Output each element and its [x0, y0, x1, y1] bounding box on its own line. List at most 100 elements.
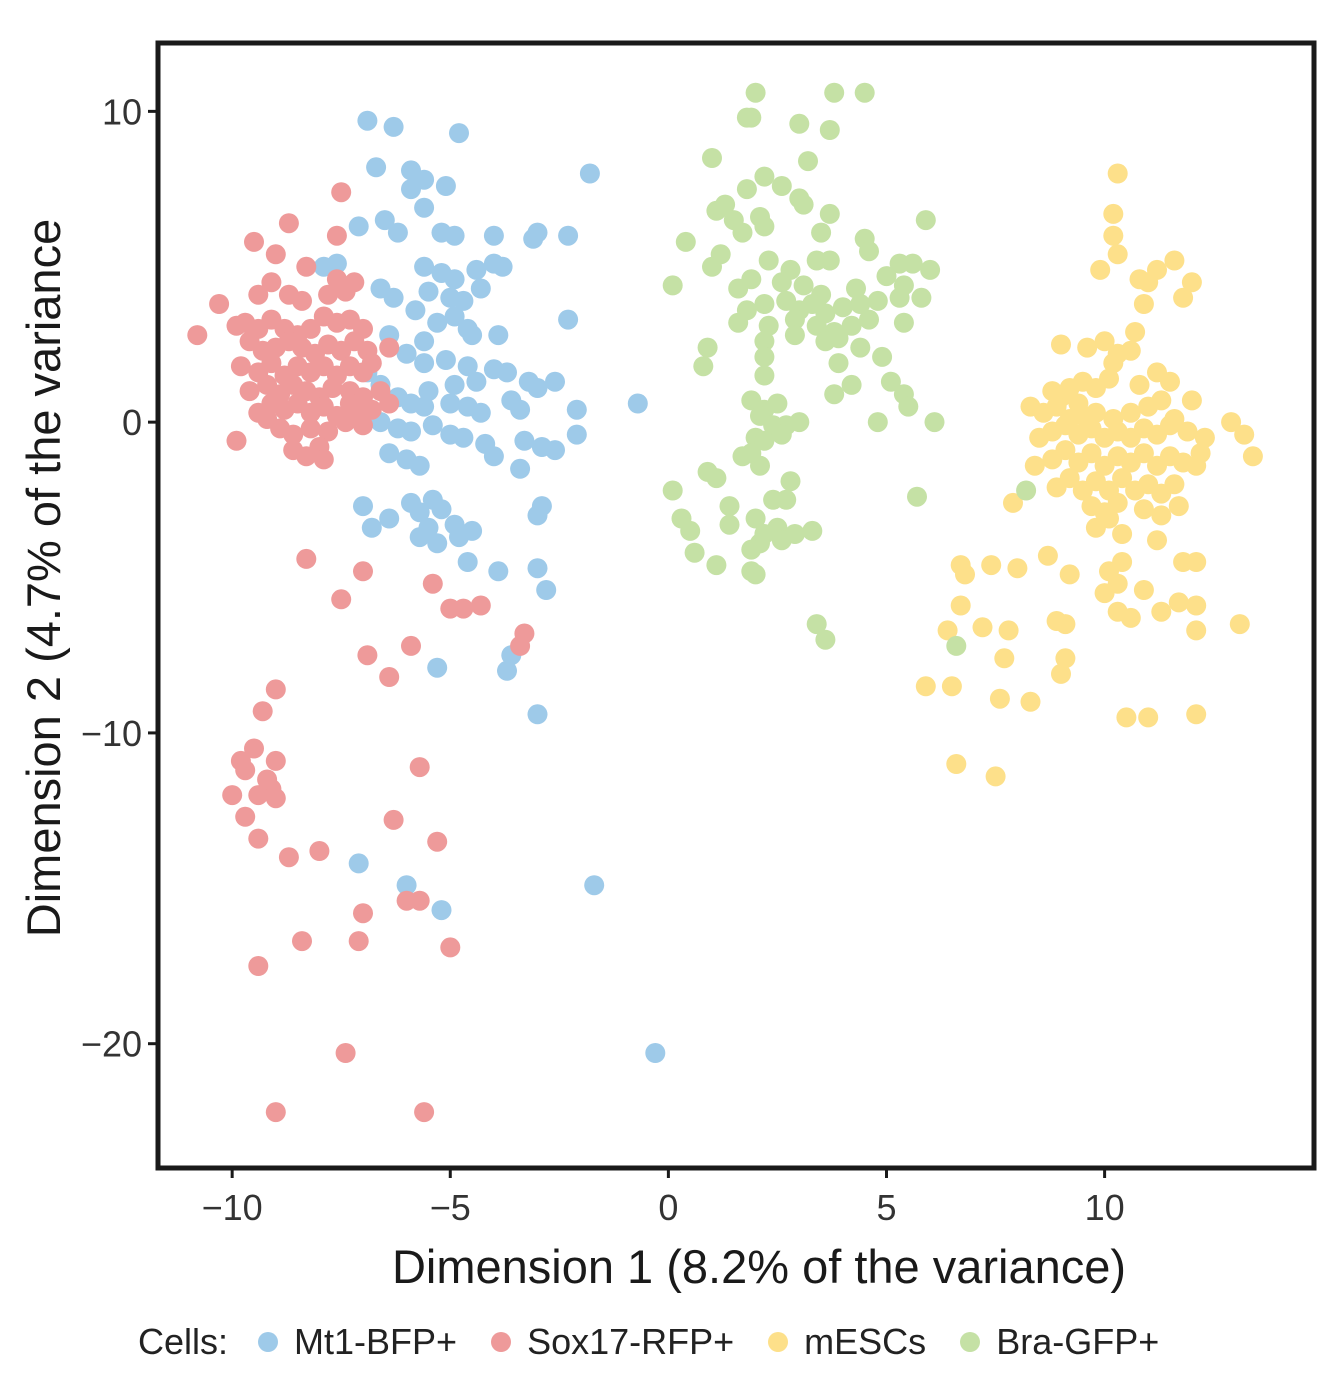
point-mescs-13: [1077, 337, 1098, 358]
point-mescs-55: [1234, 424, 1255, 445]
point-sox17-rfp-10: [292, 290, 312, 311]
point-mescs-2: [1103, 225, 1124, 246]
point-mescs-79: [1164, 474, 1185, 495]
point-mt1-bfp-43: [414, 353, 435, 374]
point-mt1-bfp-88: [431, 499, 452, 520]
point-mt1-bfp-58: [414, 396, 435, 417]
point-bra-gfp-71: [872, 346, 893, 367]
point-mt1-bfp-11: [387, 222, 408, 243]
point-mt1-bfp-44: [435, 350, 456, 370]
point-mt1-bfp-78: [409, 455, 430, 476]
point-mt1-bfp-37: [558, 309, 579, 330]
point-sox17-rfp-84: [422, 573, 443, 594]
legend-marker-mt1-bfp: [258, 1332, 279, 1352]
point-bra-gfp-78: [898, 396, 919, 417]
legend-marker-bra-gfp: [960, 1332, 981, 1352]
point-sox17-rfp-3: [244, 231, 264, 252]
point-mt1-bfp-20: [313, 256, 334, 277]
point-bra-gfp-81: [767, 393, 788, 414]
point-mescs-105: [1168, 592, 1189, 613]
point-mt1-bfp-95: [409, 527, 430, 548]
point-mescs-84: [1107, 492, 1128, 513]
point-mt1-bfp-7: [401, 179, 421, 200]
point-bra-gfp-105: [745, 508, 766, 529]
point-bra-gfp-35: [662, 275, 683, 296]
x-tick-label-4: 10: [1085, 1187, 1125, 1228]
point-bra-gfp-8: [798, 151, 818, 172]
point-bra-gfp-18: [819, 203, 840, 224]
point-sox17-rfp-104: [222, 785, 243, 806]
point-mescs-59: [1055, 440, 1076, 461]
point-sox17-rfp-115: [292, 931, 312, 952]
scatter-chart: −10 −5 0 5 10 10 0 −10 −20 Dimension 1 (8.2% of …: [17, 40, 1317, 1293]
points-layer: [187, 82, 1263, 1123]
point-mescs-54: [1221, 412, 1242, 433]
point-mescs-126: [1138, 707, 1159, 728]
point-mescs-110: [1151, 601, 1172, 622]
point-bra-gfp-2: [854, 82, 875, 103]
point-bra-gfp-103: [680, 520, 701, 541]
point-mt1-bfp-2: [449, 123, 469, 144]
point-bra-gfp-97: [662, 480, 683, 501]
point-mt1-bfp-59: [440, 393, 461, 414]
point-mescs-106: [1186, 595, 1207, 616]
point-mescs-92: [1037, 545, 1058, 566]
point-bra-gfp-62: [893, 312, 914, 333]
point-mt1-bfp-98: [488, 561, 509, 582]
point-mescs-51: [1160, 415, 1180, 436]
point-sox17-rfp-49: [239, 381, 260, 402]
point-mt1-bfp-32: [470, 278, 491, 299]
point-bra-gfp-37: [741, 269, 762, 290]
point-bra-gfp-100: [776, 489, 797, 510]
point-mt1-bfp-107: [431, 900, 452, 921]
point-sox17-rfp-48: [361, 353, 382, 374]
point-bra-gfp-120: [1016, 480, 1037, 501]
point-mt1-bfp-24: [466, 259, 487, 280]
point-bra-gfp-104: [719, 514, 740, 535]
point-mt1-bfp-54: [527, 378, 548, 398]
point-sox17-rfp-55: [322, 378, 343, 398]
point-bra-gfp-61: [859, 309, 879, 330]
point-bra-gfp-101: [907, 486, 927, 507]
point-mt1-bfp-34: [427, 312, 448, 333]
point-mescs-23: [1099, 368, 1119, 389]
legend-marker-mescs: [768, 1332, 789, 1352]
point-mescs-26: [1160, 371, 1180, 392]
point-bra-gfp-68: [850, 337, 871, 358]
point-bra-gfp-19: [915, 210, 936, 231]
point-sox17-rfp-113: [409, 890, 430, 911]
point-mescs-9: [1181, 272, 1202, 293]
point-mt1-bfp-92: [462, 520, 483, 541]
point-mescs-115: [1055, 614, 1076, 635]
point-mescs-91: [1147, 530, 1167, 551]
point-mescs-122: [1051, 663, 1071, 684]
point-mt1-bfp-45: [457, 356, 478, 377]
point-mescs-0: [1107, 163, 1128, 184]
point-sox17-rfp-119: [335, 1043, 356, 1063]
point-sox17-rfp-74: [300, 418, 321, 439]
point-sox17-rfp-103: [265, 788, 286, 809]
point-bra-gfp-5: [789, 113, 810, 134]
point-sox17-rfp-4: [265, 244, 286, 265]
point-mescs-71: [1059, 468, 1080, 489]
point-mt1-bfp-21: [414, 256, 435, 277]
y-axis-label: Dimension 2 (4.7% of the variance: [17, 219, 70, 937]
point-bra-gfp-27: [758, 250, 779, 271]
point-sox17-rfp-0: [331, 182, 352, 203]
point-mescs-4: [1090, 259, 1111, 280]
point-bra-gfp-1: [824, 82, 845, 103]
point-mescs-129: [985, 766, 1006, 787]
point-bra-gfp-63: [697, 337, 718, 358]
point-mt1-bfp-33: [405, 300, 426, 321]
point-sox17-rfp-109: [427, 831, 448, 852]
point-mescs-98: [955, 564, 975, 585]
point-bra-gfp-77: [824, 384, 845, 405]
point-bra-gfp-113: [684, 542, 705, 563]
point-bra-gfp-119: [946, 635, 967, 656]
point-mt1-bfp-15: [483, 225, 504, 246]
point-bra-gfp-9: [754, 166, 775, 187]
point-mt1-bfp-63: [510, 399, 531, 420]
point-sox17-rfp-98: [235, 760, 256, 781]
point-bra-gfp-110: [771, 530, 792, 551]
point-bra-gfp-52: [867, 290, 888, 311]
